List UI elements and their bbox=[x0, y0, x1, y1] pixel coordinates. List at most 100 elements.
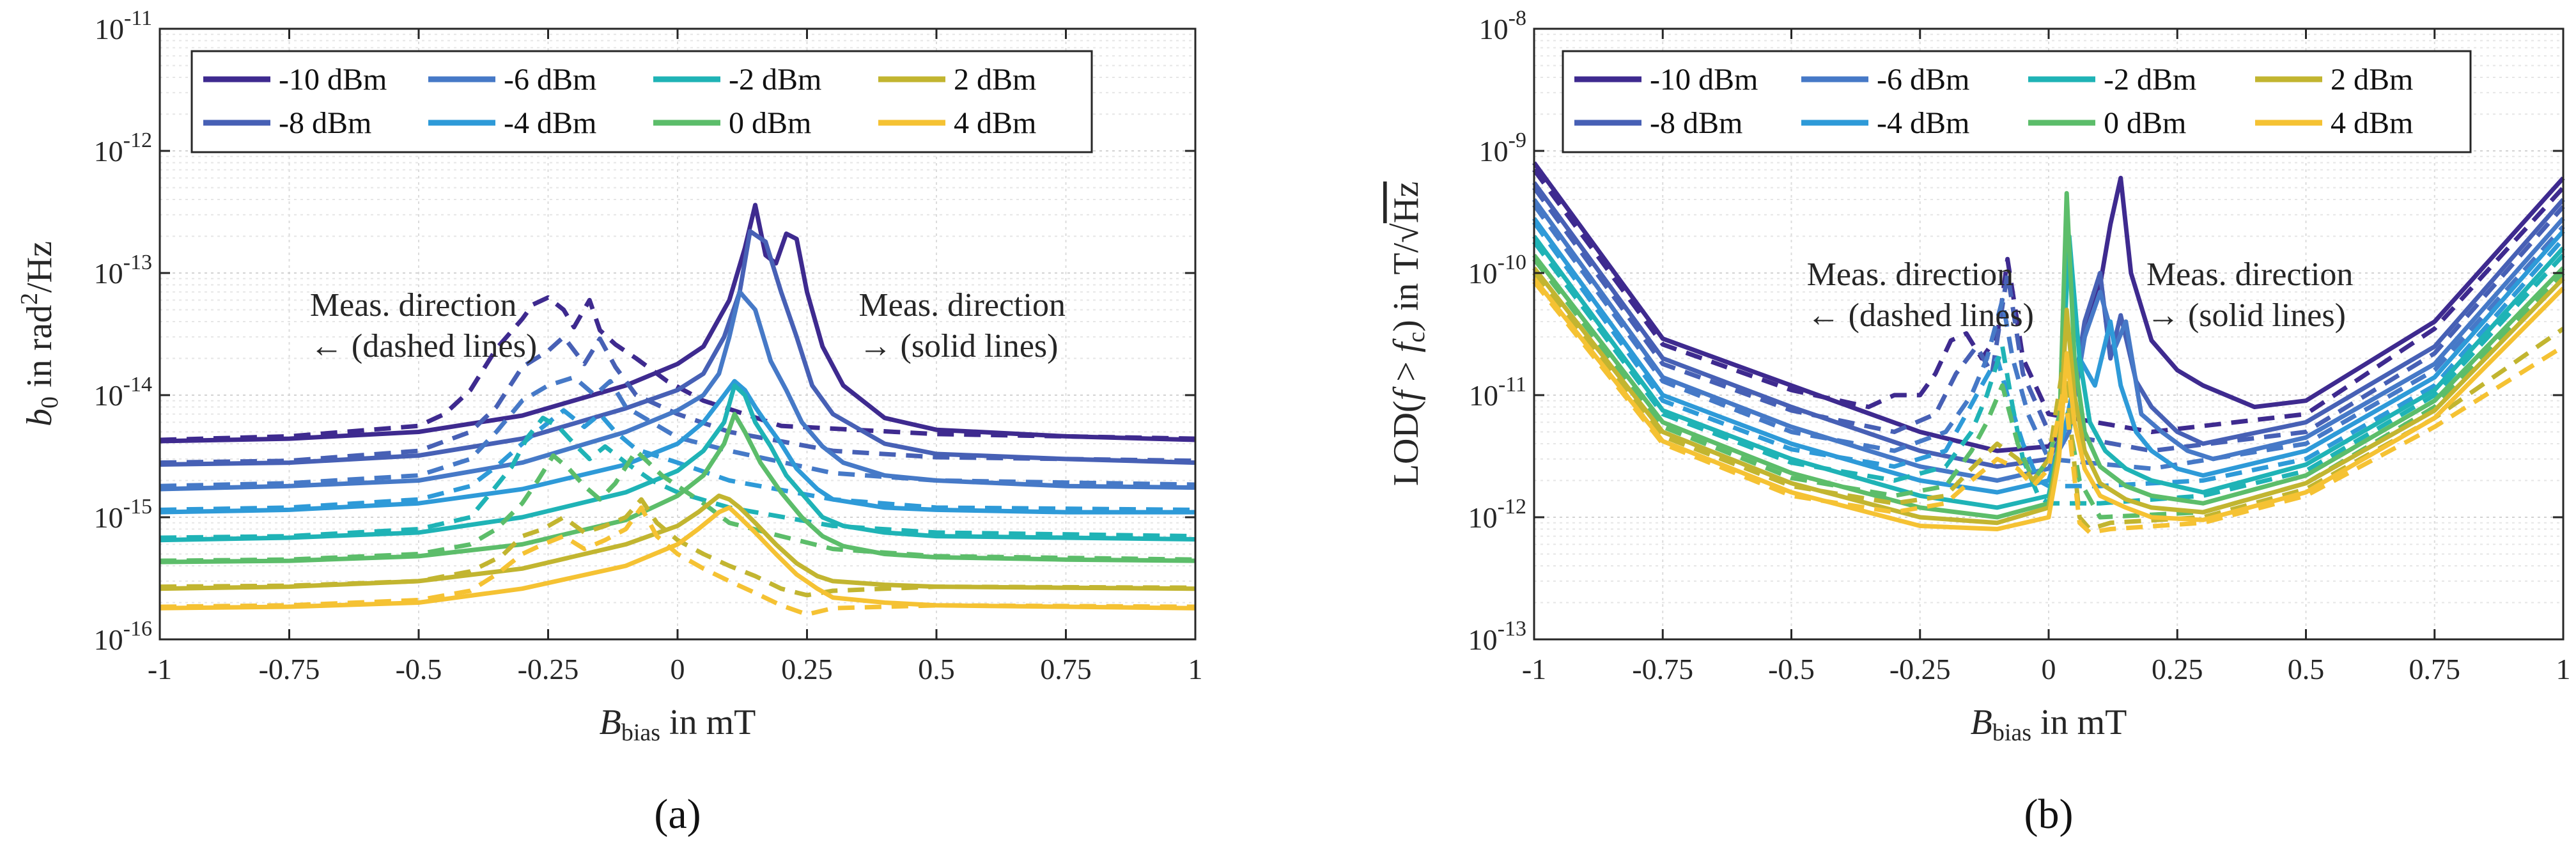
series-dashed-line bbox=[1532, 271, 2564, 531]
legend-label: -4 dBm bbox=[504, 106, 596, 140]
panel-b: -1 -0.75 -0.5 -0.25 0 0.25 0.5 0.75 1 10-1310-12… bbox=[1386, 6, 2571, 838]
y-tick-label: 10-11 bbox=[95, 6, 152, 45]
x-tick-label: 0.5 bbox=[2288, 653, 2325, 685]
y-tick-exponent: -12 bbox=[123, 129, 152, 152]
panel-b-annotations: Meas. direction ← (dashed lines)Meas. dir… bbox=[1807, 256, 2354, 334]
legend-label: -6 dBm bbox=[504, 63, 596, 97]
y-tick-base: 10 bbox=[1479, 135, 1509, 168]
legend-label: -4 dBm bbox=[1877, 106, 1969, 140]
y-tick-label: 10-11 bbox=[1469, 373, 1526, 412]
series-dashed-line bbox=[159, 408, 1196, 512]
y-tick-exponent: -9 bbox=[1509, 129, 1526, 152]
y-tick-label: 10-13 bbox=[94, 251, 152, 290]
annotation-text: Meas. direction → (solid lines) bbox=[2146, 256, 2353, 334]
panel-b-legend-box bbox=[1562, 50, 2472, 153]
y-tick-label: 10-12 bbox=[1468, 495, 1526, 534]
y-tick-exponent: -12 bbox=[1498, 495, 1526, 519]
series-solid-line bbox=[159, 412, 1196, 565]
annotation-text: Meas. direction ← (dashed lines) bbox=[1807, 256, 2034, 334]
series-dashed-line bbox=[159, 375, 1196, 488]
panel-a-ylabel-sub: 0 bbox=[36, 396, 63, 409]
y-tick-label: 10-9 bbox=[1479, 129, 1526, 168]
x-tick-label: 0.25 bbox=[2152, 653, 2203, 685]
y-tick-base: 10 bbox=[94, 257, 123, 290]
series-dashed-line bbox=[159, 334, 1196, 465]
panel-a-xlabel-unit: in mT bbox=[660, 703, 756, 742]
legend-label: 0 dBm bbox=[2104, 106, 2186, 140]
panel-b-legend: -10 dBm -8 dBm -6 dBm -4 dBm -2 dBm 0 dBm 2 dB… bbox=[1562, 50, 2472, 153]
y-tick-exponent: -10 bbox=[1498, 251, 1526, 274]
legend-label: -10 dBm bbox=[279, 63, 387, 97]
legend-label: -8 dBm bbox=[279, 106, 371, 140]
panel-b-ylabel-post: ) in T/ bbox=[1386, 242, 1426, 331]
annotation-line: Meas. direction bbox=[859, 287, 1066, 324]
series-solid-line bbox=[159, 229, 1196, 467]
panel-b-legend-entries: -10 dBm -8 dBm -6 dBm -4 dBm -2 dBm 0 dBm 2 dB… bbox=[1574, 63, 2413, 140]
x-tick-label: 0 bbox=[671, 653, 685, 685]
legend-label: -10 dBm bbox=[1650, 63, 1758, 97]
x-tick-label: 0.25 bbox=[781, 653, 833, 685]
series-dashed-line bbox=[1532, 221, 2565, 488]
y-tick-base: 10 bbox=[1469, 379, 1498, 412]
panel-b-caption: (b) bbox=[2024, 791, 2074, 838]
panel-a-xlabel-sub: bias bbox=[621, 719, 660, 746]
legend-label: -2 dBm bbox=[729, 63, 821, 97]
x-tick-label: -0.5 bbox=[1768, 653, 1815, 685]
panel-a-x-axis-label: Bbias in mT bbox=[600, 703, 756, 746]
panel-a-x-ticks: -1 -0.75 -0.5 -0.25 0 0.25 0.5 0.75 1 bbox=[148, 29, 1203, 685]
y-tick-exponent: -11 bbox=[1498, 373, 1526, 396]
panel-a-annotations: Meas. direction ← (dashed lines) Meas. dir… bbox=[310, 287, 1066, 364]
legend-label: -6 dBm bbox=[1877, 63, 1969, 97]
y-tick-base: 10 bbox=[1479, 13, 1509, 45]
panel-b-ylabel-sqrt: Hz bbox=[1386, 182, 1426, 223]
panel-a-legend: -10 dBm -8 dBm -6 dBm -4 dBm -2 dBm 0 dBm 2 dB… bbox=[190, 50, 1093, 153]
y-tick-exponent: -15 bbox=[123, 495, 152, 519]
y-tick-base: 10 bbox=[94, 623, 123, 656]
annotation-line: → (solid lines) bbox=[2146, 297, 2346, 334]
panel-a-ylabel-unit: /Hz bbox=[20, 241, 59, 293]
panel-b-x-ticks: -1 -0.75 -0.5 -0.25 0 0.25 0.5 0.75 1 bbox=[1522, 29, 2571, 685]
legend-label: 4 dBm bbox=[954, 106, 1036, 140]
panel-a-series bbox=[159, 203, 1196, 617]
y-tick-label: 10-13 bbox=[1468, 617, 1526, 656]
y-tick-base: 10 bbox=[1468, 257, 1498, 290]
y-tick-base: 10 bbox=[1468, 501, 1498, 534]
panel-b-xlabel-unit: in mT bbox=[2031, 703, 2127, 742]
panel-a: -1 -0.75 -0.5 -0.25 0 0.25 0.5 0.75 1 10-1610-15… bbox=[16, 6, 1203, 838]
y-tick-exponent: -13 bbox=[1498, 617, 1526, 641]
series-dashed-line bbox=[159, 505, 1196, 617]
x-tick-label: -1 bbox=[148, 653, 172, 685]
panel-b-xlabel-main: B bbox=[1971, 703, 1992, 742]
x-tick-label: -0.25 bbox=[1889, 653, 1951, 685]
legend-label: 2 dBm bbox=[954, 63, 1036, 97]
annotation-line: Meas. direction bbox=[2146, 256, 2353, 293]
legend-label: 2 dBm bbox=[2331, 63, 2413, 97]
y-tick-exponent: -8 bbox=[1509, 6, 1526, 30]
series-dashed-line bbox=[159, 497, 1196, 598]
panel-a-y-axis-label: b0 in rad2/Hz bbox=[16, 241, 63, 426]
annotation-line: ← (dashed lines) bbox=[1807, 297, 2034, 334]
y-tick-exponent: -13 bbox=[123, 251, 152, 274]
legend-label: -8 dBm bbox=[1650, 106, 1742, 140]
x-tick-label: -0.5 bbox=[396, 653, 442, 685]
y-tick-label: 10-15 bbox=[94, 495, 152, 534]
x-tick-label: 1 bbox=[2556, 653, 2571, 685]
series-dashed-line bbox=[1532, 168, 2565, 434]
panel-b-x-axis-label: Bbias in mT bbox=[1971, 703, 2127, 746]
y-tick-base: 10 bbox=[94, 135, 123, 168]
panel-a-caption: (a) bbox=[654, 791, 701, 838]
annotation-line: ← (dashed lines) bbox=[310, 328, 537, 364]
series-solid-line bbox=[159, 290, 1196, 492]
y-tick-label: 10-8 bbox=[1479, 6, 1526, 45]
x-tick-label: -0.25 bbox=[518, 653, 579, 685]
y-tick-exponent: -11 bbox=[124, 6, 152, 30]
y-tick-label: 10-12 bbox=[94, 129, 152, 168]
series-dashed-line bbox=[1532, 258, 2565, 520]
y-tick-base: 10 bbox=[94, 379, 123, 412]
panel-a-ylabel-sup: 2 bbox=[16, 293, 43, 305]
legend-label: 0 dBm bbox=[729, 106, 811, 140]
annotation-text: Meas. direction → (solid lines) bbox=[859, 287, 1066, 364]
series-solid-line bbox=[1532, 234, 2565, 510]
series-solid-line bbox=[1532, 191, 2565, 520]
